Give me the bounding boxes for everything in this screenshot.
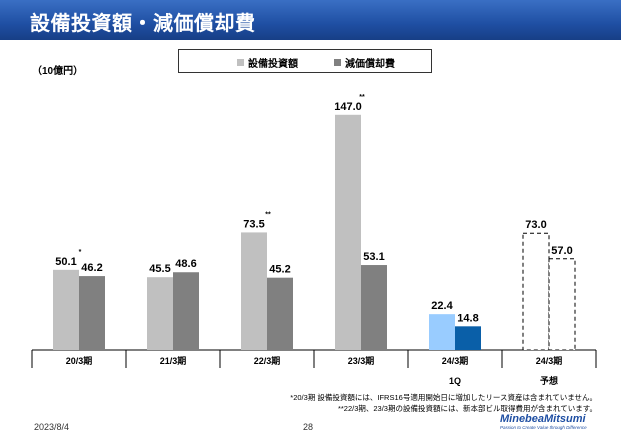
logo-tagline: Passion to Create Value through Differen… xyxy=(500,425,587,430)
logo-name: MinebeaMitsumi xyxy=(500,413,586,425)
value-label-capex: 147.0 xyxy=(334,101,362,113)
bar-depreciation xyxy=(173,272,199,350)
value-label-depreciation: 14.8 xyxy=(457,312,478,324)
value-label-depreciation: 46.2 xyxy=(81,262,102,274)
legend-label-capex: 設備投資額 xyxy=(248,59,298,70)
company-logo: MinebeaMitsumi Passion to Create Value t… xyxy=(500,413,587,430)
page-title: 設備投資額・減価償却費 xyxy=(30,13,256,35)
bar-capex xyxy=(241,232,267,350)
legend-swatch-capex xyxy=(237,59,244,66)
chart-legend: 設備投資額 減価償却費 xyxy=(178,49,432,73)
bar-depreciation xyxy=(455,326,481,350)
value-label-capex: 50.1 xyxy=(55,256,76,268)
footnote-2: **22/3期、23/3期の設備投資額には、新本部ビル取得費用が含まれています。 xyxy=(337,404,597,413)
legend-swatch-depreciation xyxy=(334,59,341,66)
bar-capex xyxy=(335,114,361,350)
category-label: 20/3期 xyxy=(66,355,93,366)
bar-depreciation xyxy=(79,276,105,350)
value-label-capex: 73.0 xyxy=(525,219,546,231)
legend-item-capex: 設備投資額 xyxy=(237,55,298,70)
title-bar: 設備投資額・減価償却費 xyxy=(0,0,621,40)
footnote-mark: ** xyxy=(359,94,365,101)
category-label: 24/3期 xyxy=(442,355,469,366)
bar-capex xyxy=(429,314,455,350)
value-label-depreciation: 48.6 xyxy=(175,258,196,270)
value-label-capex: 45.5 xyxy=(149,263,170,275)
category-label: 21/3期 xyxy=(160,355,187,366)
value-label-depreciation: 53.1 xyxy=(363,251,384,263)
bar-depreciation xyxy=(548,258,576,351)
unit-label: （10億円） xyxy=(32,66,84,77)
category-label: 22/3期 xyxy=(254,355,281,366)
bar-capex xyxy=(522,232,550,351)
category-label: 24/3期 xyxy=(536,355,563,366)
category-label: 23/3期 xyxy=(348,355,375,366)
bar-depreciation xyxy=(267,277,293,350)
page-number: 28 xyxy=(303,422,314,432)
value-label-depreciation: 45.2 xyxy=(269,264,290,276)
value-label-capex: 22.4 xyxy=(431,300,453,312)
value-label-depreciation: 57.0 xyxy=(551,245,572,257)
footnote-mark: ** xyxy=(265,211,271,218)
legend-item-depreciation: 減価償却費 xyxy=(334,55,395,70)
footnote-mark: * xyxy=(79,249,82,256)
bar-capex xyxy=(147,277,173,350)
value-label-capex: 73.5 xyxy=(243,218,264,230)
footnote-1: *20/3期 設備投資額には、IFRS16号適用開始日に増加したリース資産は含ま… xyxy=(290,393,597,402)
category-sublabel: 1Q xyxy=(449,376,461,386)
category-sublabel: 予想 xyxy=(540,375,558,386)
legend-label-depreciation: 減価償却費 xyxy=(345,59,395,70)
bar-capex xyxy=(53,269,79,350)
bar-depreciation xyxy=(361,265,387,350)
footer-date: 2023/8/4 xyxy=(34,422,70,432)
